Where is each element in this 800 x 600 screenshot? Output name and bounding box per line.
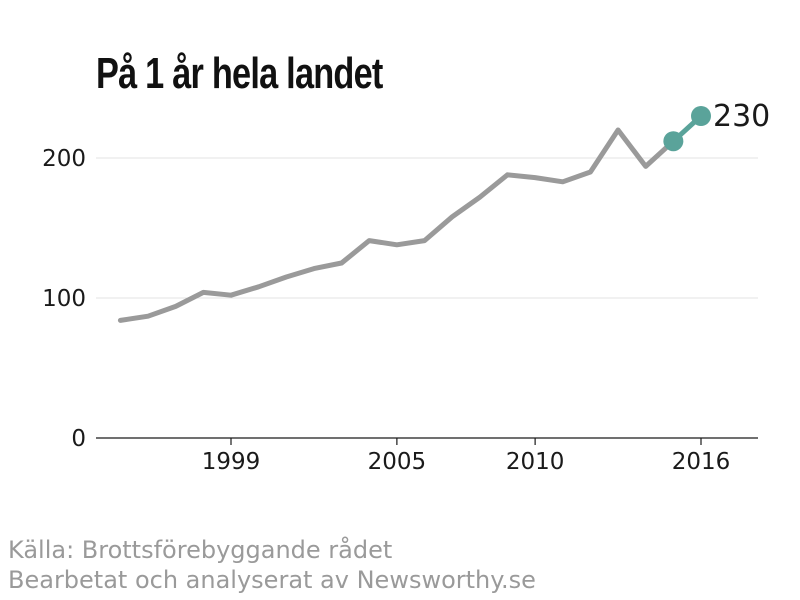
x-axis-tick-labels: 1999 2005 2010 2016 <box>202 449 731 475</box>
x-tick-label-2016: 2016 <box>672 449 731 475</box>
credit-line: Bearbetat och analyserat av Newsworthy.s… <box>8 566 536 594</box>
highlight-series: 230 <box>663 99 770 152</box>
x-tick-label-2010: 2010 <box>506 449 565 475</box>
data-point-2016 <box>691 106 711 126</box>
y-tick-label-0: 0 <box>71 426 86 452</box>
x-axis <box>96 437 758 445</box>
end-value-label: 230 <box>713 99 770 134</box>
data-series <box>117 127 676 323</box>
chart-title: På 1 år hela landet <box>96 49 383 98</box>
x-tick-label-1999: 1999 <box>202 449 261 475</box>
y-tick-label-200: 200 <box>42 146 86 172</box>
y-axis-tick-labels: 0 100 200 <box>42 146 86 452</box>
source-line: Källa: Brottsförebyggande rådet <box>8 536 393 564</box>
source-note: Källa: Brottsförebyggande rådet Bearbeta… <box>8 535 536 595</box>
data-point-2015 <box>663 131 684 152</box>
y-tick-label-100: 100 <box>42 286 86 312</box>
gridlines <box>96 157 758 299</box>
series-line <box>117 127 676 323</box>
x-tick-label-2005: 2005 <box>368 449 427 475</box>
